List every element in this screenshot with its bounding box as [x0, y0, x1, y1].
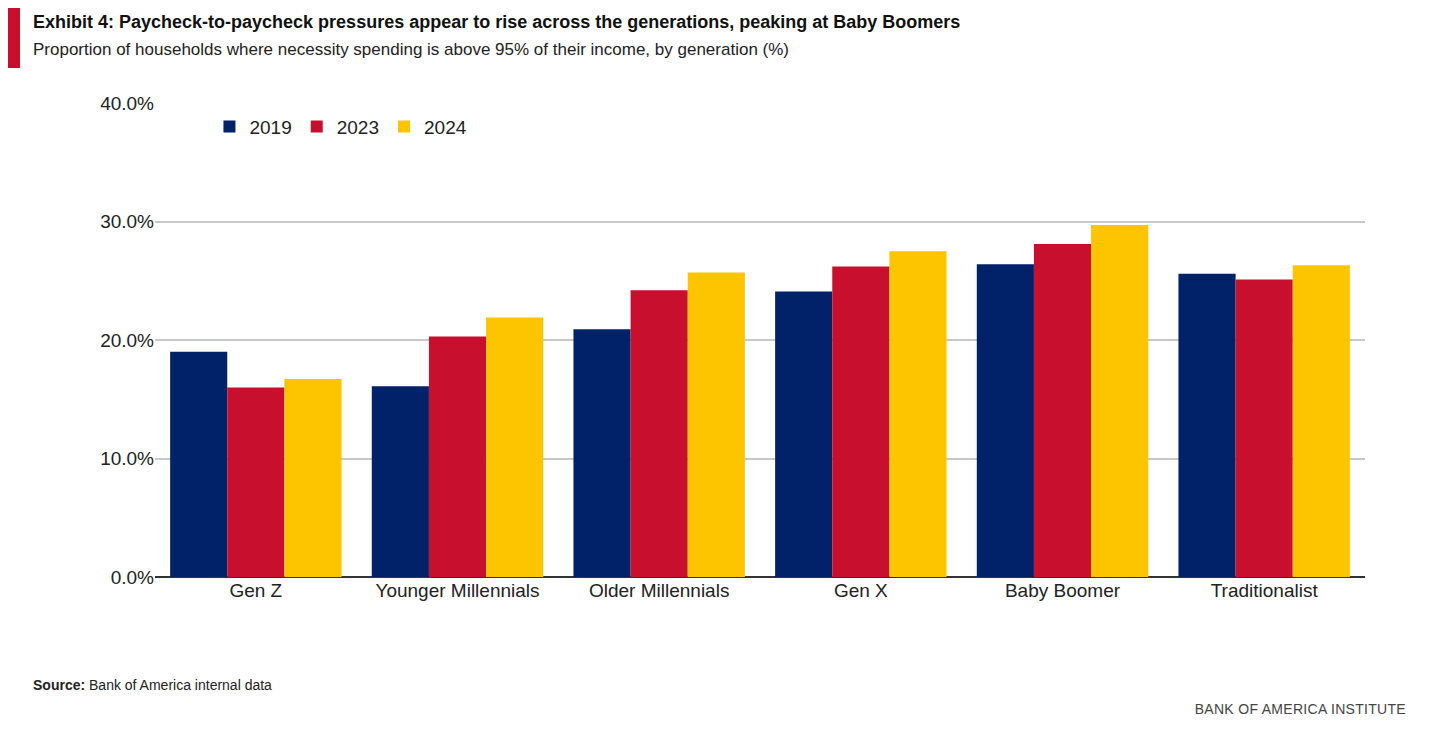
svg-text:Older Millennials: Older Millennials: [589, 580, 729, 601]
svg-text:Younger Millennials: Younger Millennials: [375, 580, 539, 601]
svg-text:20.0%: 20.0%: [100, 330, 154, 351]
html-text:BANK OF AMERICA INSTITUTE: BANK OF AMERICA INSTITUTE: [1194, 701, 1406, 717]
svg-text:Traditionalist: Traditionalist: [1211, 580, 1319, 601]
svg-text:0.0%: 0.0%: [111, 567, 154, 588]
svg-text:2019: 2019: [249, 117, 291, 138]
html-text:Exhibit 4: Paycheck-to-paychec: Exhibit 4: Paycheck-to-paycheck pressure…: [33, 12, 961, 32]
svg-text:40.0%: 40.0%: [100, 93, 154, 114]
svg-text:Gen Z: Gen Z: [229, 580, 282, 601]
svg-text:Gen X: Gen X: [834, 580, 888, 601]
svg-text:2024: 2024: [424, 117, 467, 138]
html-text:Source: Bank of America intern: Source: Bank of America internal data: [33, 677, 272, 693]
svg-text:30.0%: 30.0%: [100, 211, 154, 232]
svg-text:2023: 2023: [337, 117, 379, 138]
svg-text:10.0%: 10.0%: [100, 448, 154, 469]
html-text:Proportion of households where: Proportion of households where necessity…: [33, 40, 789, 59]
svg-text:Baby Boomer: Baby Boomer: [1005, 580, 1121, 601]
